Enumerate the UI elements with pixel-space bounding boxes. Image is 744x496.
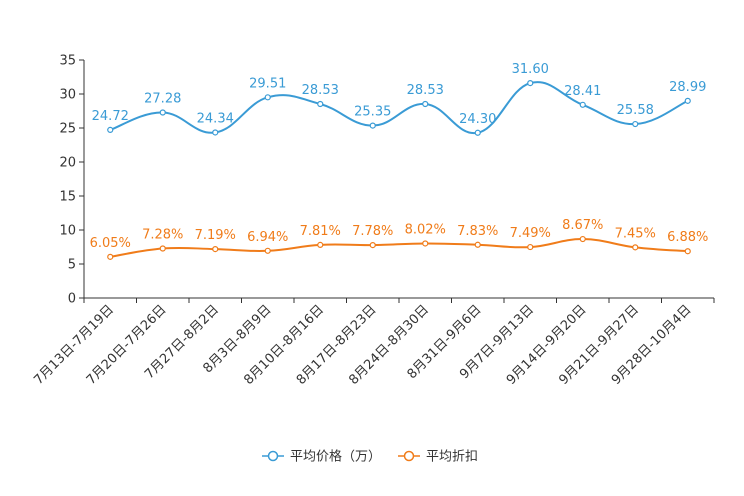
data-label: 8.67% [562, 218, 603, 233]
data-label: 6.88% [667, 230, 708, 245]
data-point[interactable] [212, 129, 219, 136]
data-point[interactable] [632, 244, 639, 251]
data-point[interactable] [264, 94, 271, 101]
data-point[interactable] [212, 246, 219, 253]
legend-marker-icon [403, 450, 415, 462]
data-label: 24.30 [459, 112, 496, 127]
data-label: 24.72 [92, 109, 129, 124]
data-label: 29.51 [249, 76, 286, 91]
data-point[interactable] [369, 122, 376, 129]
series-line [110, 238, 688, 258]
data-label: 7.78% [352, 224, 393, 239]
data-label: 24.34 [197, 111, 234, 126]
series-layer: 24.72 27.28 24.34 29.51 28.53 25.35 28.53 24.30… [90, 62, 708, 260]
legend-item-0[interactable]: 平均价格（万） [262, 449, 381, 465]
data-point[interactable] [369, 241, 376, 249]
data-label: 7.81% [300, 224, 341, 239]
data-point[interactable] [579, 101, 586, 108]
data-label: 25.58 [617, 103, 654, 118]
y-tick-label: 5 [68, 258, 76, 273]
data-point[interactable] [107, 126, 114, 134]
data-point[interactable] [317, 241, 324, 248]
data-label: 6.94% [247, 230, 288, 245]
data-label: 28.53 [407, 83, 444, 98]
data-label: 28.53 [302, 83, 339, 98]
data-point[interactable] [474, 241, 481, 248]
data-label: 31.60 [512, 62, 549, 77]
data-label: 7.28% [142, 227, 183, 242]
y-tick-label: 10 [59, 224, 76, 239]
legend-marker-icon [267, 450, 279, 462]
data-label: 25.35 [354, 105, 391, 120]
data-label: 7.19% [195, 228, 236, 243]
data-label: 7.49% [510, 226, 551, 241]
data-label: 27.28 [144, 91, 181, 106]
data-point[interactable] [684, 248, 691, 255]
data-point[interactable] [684, 97, 691, 104]
data-point[interactable] [264, 247, 271, 254]
data-point[interactable] [527, 80, 534, 87]
series-0: 24.72 27.28 24.34 29.51 28.53 25.35 28.53 24.30… [92, 62, 706, 136]
legend-label: 平均价格（万） [290, 449, 381, 465]
data-point[interactable] [317, 100, 324, 108]
data-point[interactable] [159, 109, 166, 116]
data-point[interactable] [632, 120, 639, 128]
y-tick-label: 25 [59, 122, 76, 137]
data-label: 8.02% [405, 222, 446, 237]
data-label: 7.83% [457, 224, 498, 239]
data-label: 7.45% [615, 226, 656, 241]
series-1: 6.05% 7.28% 7.19% 6.94% 7.81% 7.78% 8.02% 7.83%… [90, 218, 708, 260]
y-tick-label: 30 [59, 88, 76, 103]
y-tick-label: 20 [59, 156, 76, 171]
data-label: 28.41 [564, 84, 601, 99]
data-point[interactable] [422, 240, 429, 247]
data-point[interactable] [107, 253, 114, 260]
data-label: 6.05% [90, 236, 131, 251]
legend-item-1[interactable]: 平均折扣 [398, 450, 478, 465]
y-tick-label: 35 [59, 54, 76, 69]
data-point[interactable] [527, 243, 534, 251]
data-point[interactable] [474, 129, 481, 136]
data-point[interactable] [422, 100, 429, 108]
data-point[interactable] [579, 235, 586, 243]
data-label: 28.99 [669, 80, 706, 95]
legend-label: 平均折扣 [426, 450, 478, 465]
y-tick-label: 15 [59, 190, 76, 205]
chart-legend[interactable]: 平均价格（万） 平均折扣 [262, 449, 478, 465]
data-point[interactable] [159, 245, 166, 252]
y-tick-label: 0 [68, 292, 76, 307]
